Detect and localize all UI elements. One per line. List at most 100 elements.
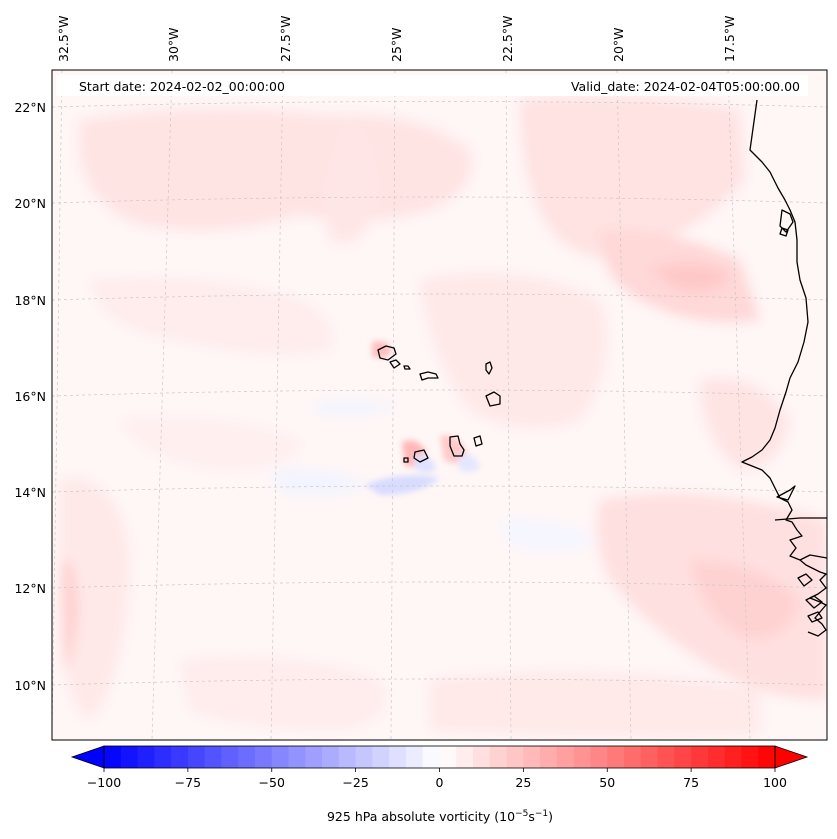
parallel-line: [52, 101, 827, 108]
bissagos-island: [807, 611, 823, 623]
colorbar-segment: [523, 746, 541, 768]
colorbar-ticks: −100 −75 −50 −25 0 25 50 75 100: [87, 768, 787, 790]
coastlines: [741, 99, 827, 637]
bissagos-island: [805, 595, 823, 609]
colorbar-label: 925 hPa absolute vorticity (10−5s−1): [327, 809, 553, 824]
longitude-labels: 32.5°W 30°W 27.5°W 25°W 22.5°W 20°W 17.5…: [56, 16, 737, 62]
colorbar-segment: [104, 746, 122, 768]
vorticity-blob: [690, 560, 800, 640]
vorticity-blob: [650, 263, 730, 291]
parallel-line: [52, 196, 827, 204]
colorbar-segment: [758, 746, 776, 768]
vorticity-blob: [90, 277, 332, 354]
lon-tick-label: 25°W: [389, 27, 404, 62]
colorbar-segment: [489, 746, 508, 768]
guinea-coast: [799, 554, 827, 561]
cape-verde-islands: [377, 345, 501, 463]
vorticity-blob: [327, 120, 373, 243]
vorticity-blob: [700, 378, 790, 470]
colorbar: −100 −75 −50 −25 0 25 50 75 100 925 hPa absolute…: [70, 745, 809, 824]
vorticity-blob: [310, 400, 400, 415]
colorbar-segment: [187, 746, 206, 768]
colorbar-extend-high: [774, 745, 809, 769]
colorbar-segment: [405, 746, 424, 768]
colorbar-tick-label: 75: [683, 775, 699, 790]
gambia-coast: [774, 517, 827, 521]
meridian-line: [390, 70, 396, 740]
meridian-line: [505, 70, 512, 740]
colorbar-tick-label: 100: [763, 775, 787, 790]
info-bar-background: [56, 75, 808, 96]
sao-nicolau-island: [419, 371, 439, 381]
colorbar-tick-label: 50: [599, 775, 615, 790]
mauritania-cape: [779, 209, 794, 233]
meridian-line: [616, 70, 632, 740]
colorbar-segment: [707, 746, 726, 768]
colorbar-tick-label: 0: [436, 775, 444, 790]
colorbar-segment: [724, 746, 743, 768]
colorbar-segment: [221, 746, 239, 768]
vorticity-blob: [60, 479, 130, 720]
vorticity-blob: [520, 96, 745, 259]
lon-tick-label: 20°W: [611, 27, 626, 62]
meridian-line: [727, 70, 751, 740]
boa-vista-island: [485, 391, 501, 407]
lat-tick-label: 10°N: [14, 678, 46, 693]
colorbar-tick-label: −50: [259, 775, 285, 790]
vorticity-blob: [78, 108, 472, 231]
colorbar-segment: [473, 746, 491, 768]
lon-tick-label: 32.5°W: [56, 16, 71, 62]
colorbar-segment: [674, 746, 692, 768]
lat-tick-label: 22°N: [14, 100, 46, 115]
colorbar-segment: [422, 746, 441, 768]
lon-tick-label: 17.5°W: [722, 16, 737, 62]
colorbar-segment: [657, 746, 675, 768]
santo-antao-island: [377, 345, 397, 361]
parallel-line: [52, 293, 827, 301]
colorbar-segment: [254, 746, 273, 768]
colorbar-segment: [238, 746, 256, 768]
sao-vicente-island: [389, 359, 401, 369]
colorbar-tick-label: 25: [515, 775, 531, 790]
santa-luzia-island: [403, 365, 411, 370]
vorticity-blob: [365, 475, 440, 495]
mauritania-islet: [779, 227, 789, 237]
vorticity-blob: [62, 559, 78, 670]
fogo-island: [413, 449, 429, 463]
africa-coastline: [741, 99, 827, 637]
sal-island: [485, 361, 493, 375]
start-date-label: Start date: 2024-02-02_00:00:00: [79, 79, 285, 94]
colorbar-segment: [288, 746, 306, 768]
vorticity-blob: [180, 657, 385, 730]
colorbar-segment: [573, 746, 592, 768]
colorbar-segment: [439, 746, 457, 768]
colorbar-segment: [640, 746, 659, 768]
colorbar-extend-low: [70, 745, 105, 769]
colorbar-segment: [540, 746, 558, 768]
lat-tick-label: 18°N: [14, 293, 46, 308]
colorbar-tick-label: −75: [175, 775, 201, 790]
senegal-inlet: [776, 485, 796, 501]
colorbar-segment: [355, 746, 374, 768]
lon-tick-label: 30°W: [166, 27, 181, 62]
vorticity-blob: [372, 341, 392, 359]
colorbar-tick-label: −25: [342, 775, 368, 790]
lat-tick-label: 20°N: [14, 196, 46, 211]
colorbar-segment: [607, 746, 625, 768]
meridian-line: [270, 70, 284, 740]
colorbar-segment: [741, 746, 759, 768]
vorticity-blob: [430, 672, 760, 737]
vorticity-blob: [270, 469, 370, 495]
lat-tick-label: 16°N: [14, 389, 46, 404]
colorbar-segment: [137, 746, 155, 768]
map-frame: [51, 69, 828, 741]
colorbar-segment: [171, 746, 189, 768]
colorbar-segment: [372, 746, 390, 768]
colorbar-segment: [204, 746, 223, 768]
santiago-island: [449, 435, 465, 457]
lon-tick-label: 22.5°W: [500, 16, 515, 62]
colorbar-tick-label: −100: [87, 775, 121, 790]
colorbar-segment: [322, 746, 340, 768]
colorbar-segments: [104, 746, 776, 768]
